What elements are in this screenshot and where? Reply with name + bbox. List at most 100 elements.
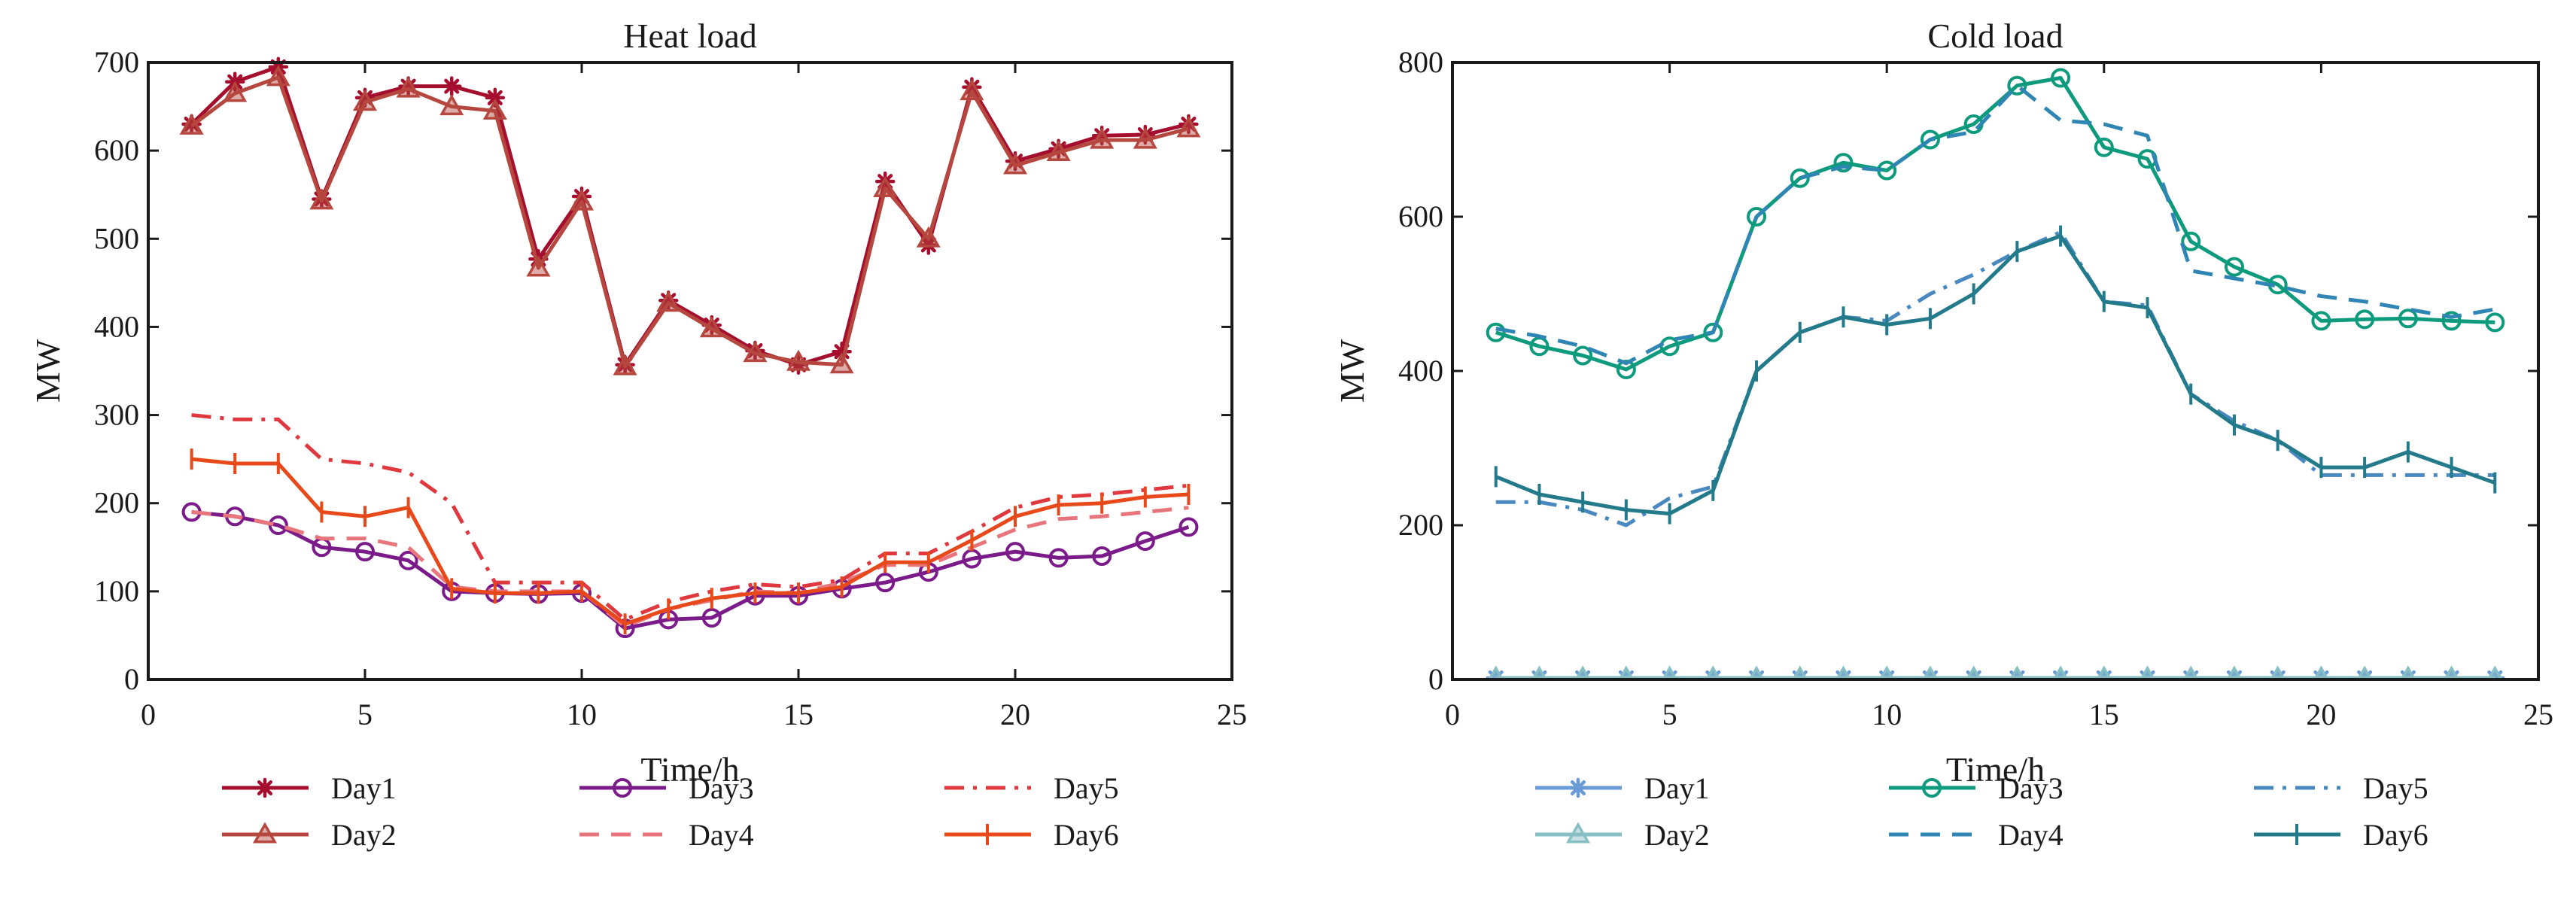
cold-legend-label: Day6 [2363,818,2428,852]
cold-point-day3 [2485,312,2505,333]
heat-point-day1-stroke [444,78,460,94]
heat-series-day1 [181,56,1199,375]
cold-legend-entry-day3: Day3 [1889,771,2064,805]
cold-legend-entry-day6: Day6 [2254,818,2428,852]
cold-point-day3 [2398,309,2418,329]
cold-plot-frame [1451,61,2540,681]
heat-point-day1-stroke [661,293,677,309]
cold-legend-marker [1568,777,1589,798]
cold-series-day5 [1495,230,2495,527]
heat-legend-entry-day1: Day1 [222,771,397,805]
heat-point-day2 [1090,127,1115,149]
heat-ytick-label: 500 [94,221,139,255]
heat-legend-label: Day6 [1054,818,1119,852]
heat-point-day1-stroke [747,343,763,359]
heat-line-day4 [191,506,1189,629]
heat-ytick-label: 400 [94,309,139,343]
heat-point-day2 [482,98,507,120]
cold-point-day3 [1920,129,1940,150]
cold-legend-entry-day1: Day1 [1535,771,1710,805]
cold-line-day3 [1495,76,2495,372]
cold-point-day2 [1618,665,1635,679]
heat-chart: Heat load 0 5 10 15 20 25 0 100 200 300 400 500 600 70… [29,17,1247,852]
heat-point-day2 [613,354,637,375]
cold-point-day3 [1790,168,1810,188]
cold-line-day4 [1495,84,2495,366]
heat-legend-label: Day2 [331,818,397,852]
heat-point-day2 [916,226,941,248]
heat-ytick-label: 0 [124,662,139,696]
cold-legend-entry-day2: Day2 [1535,818,1710,852]
heat-legend-entry-day6: Day6 [944,818,1119,852]
cold-ytick-label: 400 [1398,354,1443,388]
heat-xtick-label: 0 [141,698,156,731]
heat-point-day2 [960,79,984,101]
heat-point-day2 [309,188,334,210]
heat-legend-marker [254,777,275,798]
heat-xtick-label: 10 [567,698,597,731]
heat-chart-title: Heat load [623,17,757,55]
cold-x-axis-label: Time/h [1946,750,2045,789]
cold-point-day3 [2441,311,2462,331]
cold-xtick-label: 5 [1662,698,1677,731]
cold-line-day6 [1495,234,2496,516]
heat-point-day2 [1046,139,1071,161]
cold-legend-marker [1565,822,1591,844]
heat-legend-marker-stroke [257,780,273,796]
cold-point-day2 [2226,665,2243,679]
cold-point-day2 [2052,665,2069,679]
cold-point-day2 [2313,665,2330,679]
heat-line-day2 [190,75,1190,369]
heat-point-day2 [1133,127,1157,149]
cold-point-day2 [1661,665,1678,679]
heat-point-day2 [786,349,811,371]
cold-ytick-label: 800 [1398,45,1443,79]
cold-legend-marker [1922,778,1942,798]
cold-xtick-label: 15 [2089,698,2119,731]
cold-point-day2 [2356,665,2373,679]
cold-point-day2 [1748,665,1765,679]
heat-point-day2 [439,94,464,116]
heat-point-day3 [1048,548,1069,568]
heat-line-day1 [190,65,1189,367]
cold-point-day3 [1747,207,1767,226]
heat-point-day3 [875,573,896,593]
heat-legend: Day1 Day2 Day3 Day4 Day5 Day6 [222,771,1119,852]
heat-point-day2 [873,175,898,198]
heat-point-day3 [1005,542,1025,562]
cold-ytick-label: 600 [1398,199,1443,233]
heat-point-day2 [743,341,768,363]
heat-y-axis-label: MW [29,339,67,403]
cold-point-day2 [1792,665,1808,679]
cold-legend-marker-stroke [1570,780,1586,796]
heat-point-day3 [701,608,722,628]
heat-xtick-label: 25 [1217,698,1247,731]
cold-xtick-label: 0 [1445,698,1460,731]
heat-legend-label: Day3 [689,771,754,805]
cold-point-day2 [2182,665,2199,679]
cold-point-day2 [1488,665,1504,679]
heat-line-day3 [191,509,1190,631]
heat-line-day5 [191,413,1189,622]
cold-legend-label: Day5 [2363,771,2428,805]
cold-legend-label: Day3 [1998,771,2064,805]
cold-series-day4 [1495,84,2495,366]
heat-point-day2 [569,189,595,211]
cold-legend: Day1 Day2 Day3 Day4 Day5 Day6 [1535,771,2428,852]
cold-point-day3 [1833,153,1854,173]
heat-xtick-label: 20 [1000,698,1030,731]
cold-ytick-label: 200 [1398,508,1443,542]
heat-point-day1-stroke [487,90,503,105]
cold-point-day2 [1835,665,1852,679]
heat-point-day2 [223,81,248,102]
heat-legend-entry-day3: Day3 [579,771,754,805]
cold-xtick-label: 10 [1872,698,1902,731]
heat-point-day2 [829,352,854,374]
heat-point-day1 [441,76,462,96]
cold-legend-entry-day4: Day4 [1889,818,2064,852]
heat-legend-marker [252,822,278,844]
cold-xtick-label: 25 [2523,698,2553,731]
heat-legend-marker [613,778,632,798]
heat-point-day3 [1179,517,1199,537]
cold-point-day2 [2486,665,2503,679]
